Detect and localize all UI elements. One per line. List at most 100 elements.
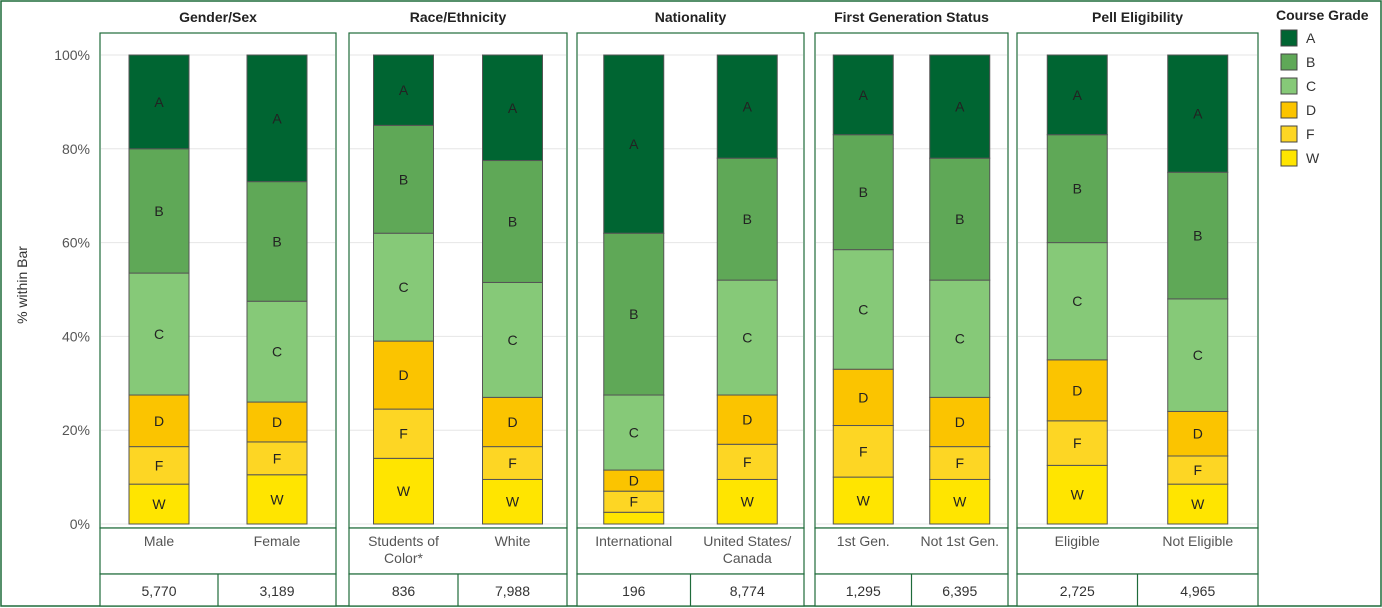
bar: W F D C B A bbox=[1167, 54, 1229, 525]
segment-label: C bbox=[507, 332, 517, 348]
segment-label: F bbox=[1193, 462, 1202, 478]
segment-label: A bbox=[1193, 106, 1203, 122]
legend-swatch-W bbox=[1280, 149, 1298, 167]
segment-label: W bbox=[270, 491, 284, 507]
y-axis-label: % within Bar bbox=[14, 246, 30, 324]
bar: FD C B A bbox=[603, 54, 665, 525]
panel-category-box bbox=[576, 527, 805, 575]
category-label: White bbox=[495, 533, 531, 549]
bar-segment-A bbox=[716, 54, 778, 159]
bar-segment-F bbox=[716, 443, 778, 480]
category-label: Eligible bbox=[1055, 533, 1100, 549]
category-label-line: Female bbox=[254, 533, 301, 549]
bar-segment-A bbox=[246, 54, 308, 183]
segment-label: F bbox=[629, 494, 638, 510]
bar-segment-W bbox=[832, 476, 894, 525]
panel-category-box bbox=[814, 527, 1009, 575]
y-tick-label: 100% bbox=[54, 47, 90, 63]
bar-segment-C bbox=[832, 249, 894, 370]
category-label-line: International bbox=[595, 533, 672, 549]
category-label: United States/Canada bbox=[703, 533, 791, 566]
segment-label: B bbox=[1073, 181, 1082, 197]
category-label: Not Eligible bbox=[1162, 533, 1233, 549]
segment-label: W bbox=[397, 483, 411, 499]
legend-label: W bbox=[1306, 150, 1320, 166]
bar-segment-C bbox=[1167, 298, 1229, 412]
segment-label: W bbox=[152, 496, 166, 512]
category-label: Male bbox=[144, 533, 175, 549]
bar-segment-B bbox=[1167, 171, 1229, 300]
category-label-line: White bbox=[495, 533, 531, 549]
segment-label: C bbox=[154, 326, 164, 342]
segment-label: A bbox=[743, 99, 753, 115]
bar: W F D C B A bbox=[716, 54, 778, 525]
bar-segment-A bbox=[832, 54, 894, 136]
bar-segment-F bbox=[373, 408, 434, 459]
segment-label: A bbox=[955, 99, 965, 115]
bar-segment-A bbox=[1167, 54, 1229, 173]
segment-label: C bbox=[272, 344, 282, 360]
bar-segment-D bbox=[929, 396, 991, 448]
count-label: 8,774 bbox=[730, 583, 765, 599]
panel: Gender/Sex W F D C B A Male 5,770 W F D C B A Female 3,1… bbox=[99, 9, 337, 607]
legend-label: D bbox=[1306, 102, 1316, 118]
bar-segment-C bbox=[482, 281, 543, 398]
count-label: 836 bbox=[392, 583, 416, 599]
bar-segment-C bbox=[1046, 242, 1108, 361]
bar-segment-C bbox=[929, 279, 991, 398]
bar-segment-D bbox=[128, 394, 190, 448]
category-label: Students of Color* bbox=[368, 533, 439, 566]
segment-label: B bbox=[399, 171, 408, 187]
count-label: 7,988 bbox=[495, 583, 530, 599]
panel-category-box bbox=[348, 527, 568, 575]
panel-category-box bbox=[1016, 527, 1259, 575]
segment-label: D bbox=[154, 413, 164, 429]
bar-segment-A bbox=[929, 54, 991, 159]
segment-label: A bbox=[508, 100, 518, 116]
segment-label: B bbox=[955, 211, 964, 227]
y-axis: % within Bar 0% 20% 40% 60% 80% 100% bbox=[14, 47, 90, 532]
bar: W F D C B A bbox=[482, 54, 543, 525]
bar-segment-B bbox=[1046, 134, 1108, 244]
bar-segment-D bbox=[832, 368, 894, 427]
bar-segment-A bbox=[603, 54, 665, 234]
legend-label: B bbox=[1306, 54, 1315, 70]
bar-segment-C bbox=[128, 272, 190, 396]
category-label-line: United States/ bbox=[703, 533, 791, 549]
segment-label: C bbox=[742, 330, 752, 346]
bar-segment-F bbox=[246, 441, 308, 476]
legend-label: C bbox=[1306, 78, 1316, 94]
segment-label: D bbox=[1193, 426, 1203, 442]
segment-label: D bbox=[742, 412, 752, 428]
bar-segment-C bbox=[246, 300, 308, 403]
count-label: 3,189 bbox=[259, 583, 294, 599]
bar-segment-W bbox=[482, 478, 543, 525]
bar-segment-W bbox=[929, 478, 991, 525]
category-label-line: Students of bbox=[368, 533, 439, 549]
segment-label: A bbox=[272, 110, 282, 126]
count-label: 2,725 bbox=[1060, 583, 1095, 599]
segment-label: B bbox=[743, 211, 752, 227]
legend-swatch-F bbox=[1280, 125, 1298, 143]
segment-label: D bbox=[398, 367, 408, 383]
category-label-line: Not Eligible bbox=[1162, 533, 1233, 549]
category-label-line: Male bbox=[144, 533, 175, 549]
segment-label: W bbox=[857, 493, 871, 509]
segment-label: D bbox=[272, 414, 282, 430]
count-label: 6,395 bbox=[942, 583, 977, 599]
bar-segment-W bbox=[603, 511, 665, 525]
bar-segment-B bbox=[482, 160, 543, 283]
bar-segment-C bbox=[716, 279, 778, 396]
segment-label: B bbox=[154, 203, 163, 219]
bar-segment-C bbox=[373, 232, 434, 342]
bar-segment-F bbox=[832, 425, 894, 478]
segment-label: C bbox=[955, 331, 965, 347]
segment-label: D bbox=[1072, 382, 1082, 398]
segment-label: F bbox=[859, 443, 868, 459]
bar-segment-F bbox=[929, 446, 991, 480]
category-label: Female bbox=[254, 533, 301, 549]
bar-segment-D bbox=[482, 396, 543, 448]
count-label: 196 bbox=[622, 583, 646, 599]
panel-category-box bbox=[99, 527, 337, 575]
